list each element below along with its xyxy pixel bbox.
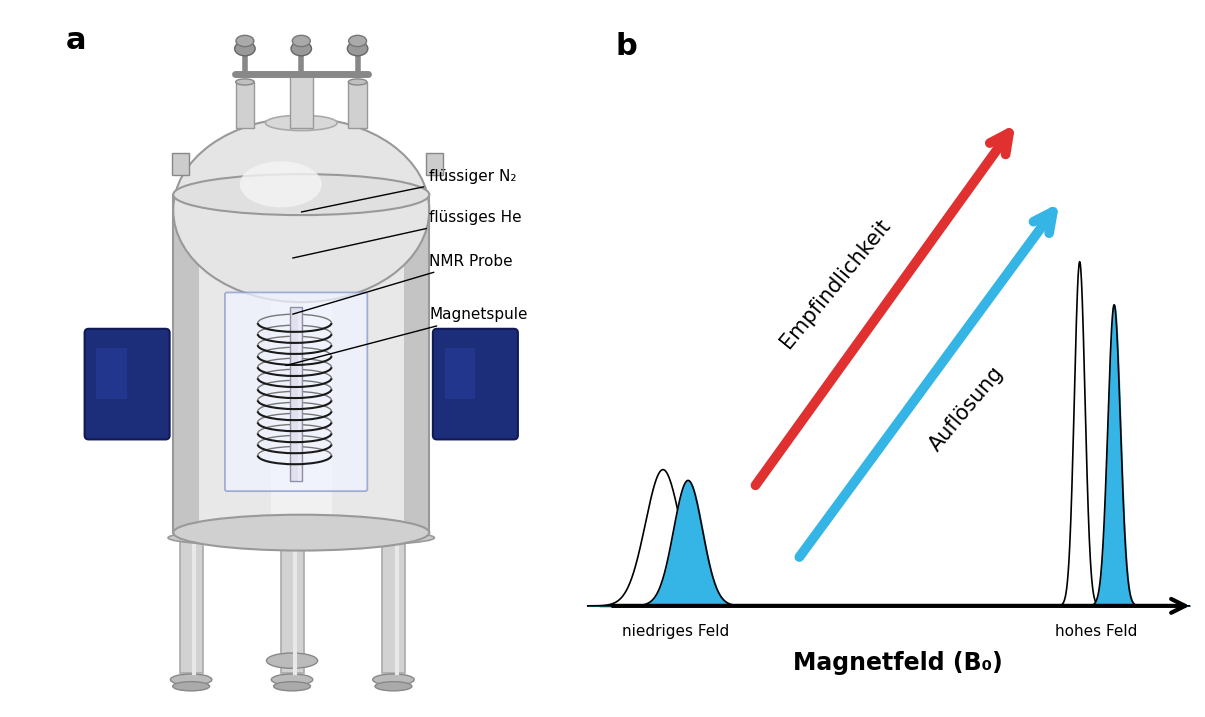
Ellipse shape	[265, 115, 337, 130]
Polygon shape	[290, 308, 302, 481]
Ellipse shape	[167, 529, 435, 547]
Polygon shape	[348, 82, 366, 128]
Text: hohes Feld: hohes Feld	[1056, 624, 1138, 639]
Text: flüssiger N₂: flüssiger N₂	[301, 169, 517, 212]
Ellipse shape	[293, 35, 310, 47]
Polygon shape	[171, 153, 188, 175]
Ellipse shape	[375, 682, 412, 691]
Ellipse shape	[372, 674, 415, 685]
Ellipse shape	[274, 682, 311, 691]
FancyBboxPatch shape	[84, 329, 170, 440]
FancyBboxPatch shape	[225, 293, 368, 491]
Ellipse shape	[290, 42, 312, 56]
Polygon shape	[425, 153, 442, 175]
Ellipse shape	[236, 79, 254, 85]
Polygon shape	[180, 535, 202, 673]
Polygon shape	[174, 194, 429, 533]
Ellipse shape	[240, 161, 322, 207]
Polygon shape	[270, 194, 333, 533]
Ellipse shape	[170, 674, 212, 685]
Text: a: a	[65, 26, 87, 54]
Ellipse shape	[174, 118, 429, 302]
Ellipse shape	[235, 42, 255, 56]
Text: NMR Probe: NMR Probe	[293, 254, 513, 314]
Polygon shape	[96, 348, 127, 399]
Text: Magnetspule: Magnetspule	[286, 308, 528, 366]
Ellipse shape	[172, 682, 210, 691]
FancyBboxPatch shape	[433, 329, 518, 440]
Polygon shape	[382, 535, 405, 673]
Polygon shape	[281, 535, 304, 673]
Text: flüssiges He: flüssiges He	[293, 210, 522, 258]
Polygon shape	[290, 72, 312, 128]
Ellipse shape	[174, 174, 429, 215]
Ellipse shape	[266, 653, 318, 668]
Polygon shape	[236, 82, 254, 128]
Polygon shape	[445, 348, 476, 399]
Text: Auflösung: Auflösung	[925, 363, 1007, 455]
Text: Magnetfeld (B₀): Magnetfeld (B₀)	[793, 651, 1003, 675]
Polygon shape	[174, 194, 199, 533]
Ellipse shape	[174, 515, 429, 551]
Ellipse shape	[347, 42, 368, 56]
Text: niedriges Feld: niedriges Feld	[622, 624, 729, 639]
Polygon shape	[404, 194, 429, 533]
Ellipse shape	[271, 674, 313, 685]
Ellipse shape	[236, 35, 254, 47]
Ellipse shape	[348, 79, 366, 85]
Text: Empfindlichkeit: Empfindlichkeit	[776, 215, 894, 351]
Text: b: b	[616, 32, 637, 61]
Ellipse shape	[348, 35, 366, 47]
